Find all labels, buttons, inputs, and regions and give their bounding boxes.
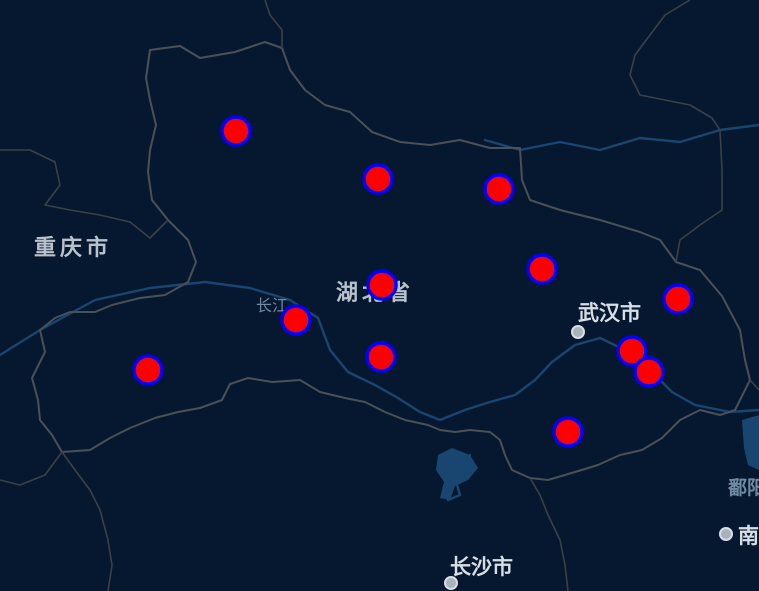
- hunan-border: [61, 451, 113, 591]
- map-marker[interactable]: [220, 115, 252, 147]
- marker-layer: [132, 115, 694, 448]
- guizhou-border: [0, 451, 63, 486]
- map-marker[interactable]: [526, 253, 558, 285]
- lake-label-poyang: 鄱阳: [727, 477, 759, 499]
- map-marker[interactable]: [483, 173, 515, 205]
- poyang-lake-edge: [742, 415, 759, 470]
- map-marker[interactable]: [662, 283, 694, 315]
- map-marker[interactable]: [362, 163, 394, 195]
- map-marker[interactable]: [552, 416, 584, 448]
- city-dot-nanchang: [719, 527, 733, 541]
- city-label-nanchang: 南: [738, 524, 759, 548]
- city-dot-wuhan: [571, 325, 585, 339]
- chongqing-border: [0, 149, 169, 239]
- map-marker[interactable]: [366, 269, 398, 301]
- map-marker[interactable]: [633, 356, 665, 388]
- dongting-lake: [436, 448, 478, 500]
- han-river: [483, 123, 759, 152]
- map-marker[interactable]: [616, 335, 648, 367]
- map-marker[interactable]: [132, 354, 164, 386]
- river-label-yangtze: 长江: [256, 296, 288, 315]
- city-label-changsha: 长沙市: [450, 555, 513, 579]
- city-label-wuhan: 武汉市: [578, 301, 641, 325]
- hunan-border-east: [529, 477, 569, 591]
- henan-border: [264, 0, 283, 48]
- anhui-border: [629, 0, 723, 263]
- map-marker[interactable]: [365, 341, 397, 373]
- hubei-border: [31, 41, 751, 481]
- map-marker[interactable]: [280, 304, 312, 336]
- jiangxi-border: [749, 379, 759, 391]
- region-label-chongqing: 重庆市: [34, 235, 112, 261]
- city-dot-changsha: [444, 576, 458, 590]
